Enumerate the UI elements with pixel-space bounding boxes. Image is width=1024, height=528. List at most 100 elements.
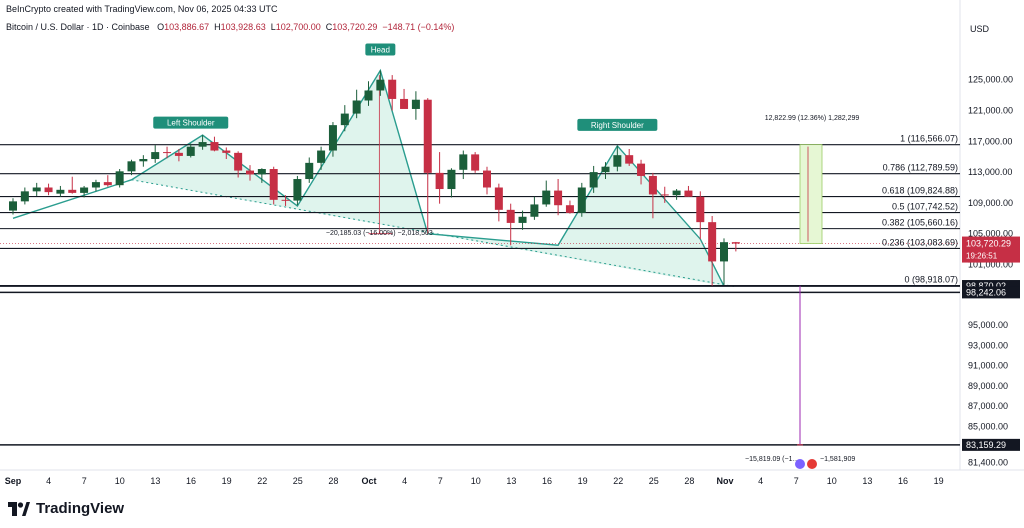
candle-body xyxy=(731,242,740,244)
time-axis-tick: 16 xyxy=(542,476,552,486)
time-axis-tick: 25 xyxy=(649,476,659,486)
candle-body xyxy=(518,216,527,223)
tradingview-brand[interactable]: TradingView xyxy=(8,500,124,517)
time-axis-tick: 10 xyxy=(827,476,837,486)
candle-body xyxy=(411,99,420,109)
pattern-label: Head xyxy=(371,45,390,54)
time-axis-tick: 7 xyxy=(794,476,799,486)
currency-label: USD xyxy=(970,24,990,34)
high-value: 103,928.63 xyxy=(220,22,266,32)
candle-body xyxy=(459,154,468,170)
time-axis-tick: 28 xyxy=(328,476,338,486)
target-box-label: 12,822.99 (12.36%) 1,282,299 xyxy=(765,115,860,122)
countdown-text: 19:26:51 xyxy=(966,252,998,261)
candle-body xyxy=(139,159,148,162)
candle-body xyxy=(684,190,693,197)
fib-level-label: 0.786 (112,789.59) xyxy=(883,163,958,173)
price-axis-tick: 117,000.00 xyxy=(968,136,1012,146)
price-axis-tick: 81,400.00 xyxy=(968,458,1008,468)
close-value: 103,720.29 xyxy=(332,22,378,32)
candle-body xyxy=(281,199,290,201)
current-price-tag xyxy=(962,236,1020,263)
price-tag-text: 98,242.06 xyxy=(966,287,1006,297)
current-price-text: 103,720.29 xyxy=(966,239,1011,249)
candle-body xyxy=(720,242,728,262)
candle-body xyxy=(68,189,77,193)
fib-level-label: 0.5 (107,742.52) xyxy=(892,202,958,212)
price-tag xyxy=(962,438,1020,451)
time-axis-tick: 4 xyxy=(402,476,407,486)
candle-body xyxy=(696,196,705,223)
candle-body xyxy=(91,182,100,188)
pattern-label-pill xyxy=(153,116,229,129)
open-label: O xyxy=(157,22,165,32)
chart-credit: BeInCrypto created with TradingView.com,… xyxy=(6,4,278,14)
candle-body xyxy=(423,99,432,173)
candle-body xyxy=(32,187,41,192)
candle-body xyxy=(542,190,551,205)
change-value: −148.71 (−0.14%) xyxy=(382,22,455,32)
symbol-info: Bitcoin / U.S. Dollar · 1D · Coinbase O1… xyxy=(6,22,454,32)
price-axis-tick: 91,000.00 xyxy=(968,361,1008,371)
price-tag-text: 98,870.02 xyxy=(966,281,1006,291)
candle-body xyxy=(20,191,29,202)
price-axis-tick: 109,000.00 xyxy=(968,198,1013,208)
candle-body xyxy=(44,187,53,193)
open-value: 103,886.67 xyxy=(164,22,210,32)
price-axis-tick: 105,000.00 xyxy=(968,229,1013,239)
projection-label-tail: −1,581,909 xyxy=(820,456,855,463)
price-axis-tick: 125,000.00 xyxy=(968,75,1013,85)
event-icon xyxy=(795,459,805,469)
brand-name: TradingView xyxy=(36,500,125,517)
candle-body xyxy=(577,187,586,213)
time-axis-tick: 7 xyxy=(438,476,443,486)
candle-body xyxy=(328,125,337,151)
candle-body xyxy=(494,187,503,210)
candle-body xyxy=(388,79,397,99)
candle-body xyxy=(163,152,172,154)
time-axis-tick: 13 xyxy=(862,476,872,486)
candle-body xyxy=(648,175,657,195)
price-axis-tick: 93,000.00 xyxy=(968,340,1008,350)
candle-body xyxy=(127,161,136,172)
price-axis-tick: 89,000.00 xyxy=(968,381,1008,391)
candle-body xyxy=(601,166,610,173)
fib-level-label: 0.382 (105,660.16) xyxy=(882,218,958,228)
candle-body xyxy=(506,209,515,223)
time-axis-tick: 22 xyxy=(613,476,623,486)
low-label: L xyxy=(270,22,276,32)
candle-body xyxy=(174,152,183,156)
candle-body xyxy=(103,182,112,186)
plot-area xyxy=(0,40,960,462)
time-axis-tick: 16 xyxy=(898,476,908,486)
candle-body xyxy=(257,169,266,175)
candle-body xyxy=(530,204,539,217)
fib-level-label: 0.618 (109,824.88) xyxy=(882,186,958,196)
candle-body xyxy=(483,170,491,188)
fib-level-label: 1 (116,566.07) xyxy=(900,134,958,144)
close-label: C xyxy=(325,22,333,32)
candle-body xyxy=(589,172,598,188)
pattern-label-pill xyxy=(365,43,396,56)
pattern-label-pill xyxy=(577,118,658,131)
time-axis-tick: 13 xyxy=(150,476,160,486)
projection-label: −15,819.09 (−1… xyxy=(745,456,800,463)
candle-body xyxy=(305,162,314,180)
time-axis-tick: 22 xyxy=(257,476,267,486)
candle-body xyxy=(376,79,385,91)
neckline xyxy=(131,179,736,288)
candle-body xyxy=(660,194,669,196)
flag-icon xyxy=(807,459,817,469)
time-axis-tick: 10 xyxy=(115,476,125,486)
candle-body xyxy=(9,201,17,211)
candle-body xyxy=(625,155,634,164)
price-tag xyxy=(962,286,1020,299)
candle-body xyxy=(400,98,409,109)
symbol-name: Bitcoin / U.S. Dollar · 1D · Coinbase xyxy=(6,22,150,32)
tradingview-logo-icon xyxy=(8,501,30,516)
price-axis-tick: 113,000.00 xyxy=(968,167,1012,177)
candle-body xyxy=(115,171,124,186)
candle-body xyxy=(269,169,278,200)
candle-body xyxy=(246,170,254,175)
